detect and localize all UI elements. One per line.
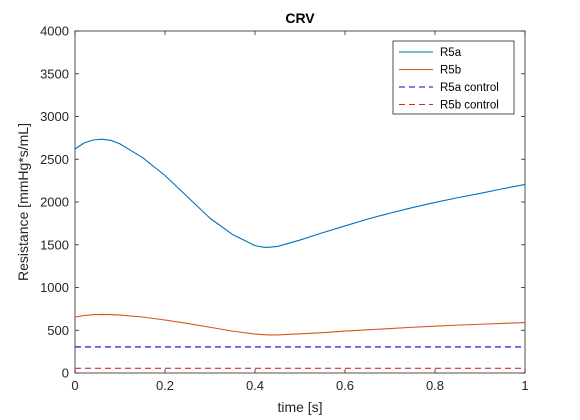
x-tick-label: 0.2 (156, 378, 174, 393)
y-tick-label: 1500 (40, 237, 69, 252)
y-tick-label: 2000 (40, 195, 69, 210)
y-axis-label: Resistance [mmHg*s/mL] (15, 123, 31, 281)
legend-entry-label: R5b control (440, 100, 499, 112)
legend-entry-label: R5a (440, 47, 462, 59)
y-tick-label: 3000 (40, 109, 69, 124)
x-tick-label: 1 (521, 378, 528, 393)
x-axis-label: time [s] (277, 399, 322, 415)
legend: R5a R5b R5a control R5b control (393, 41, 514, 114)
y-tick-label: 500 (47, 323, 69, 338)
x-tick-label: 0.8 (426, 378, 444, 393)
y-tick-label: 1000 (40, 280, 69, 295)
legend-entry-label: R5b (440, 65, 461, 77)
y-tick-label: 3500 (40, 66, 69, 81)
y-tick-label: 4000 (40, 24, 69, 39)
y-tick-label: 2500 (40, 152, 69, 167)
x-tick-label: 0.4 (246, 378, 264, 393)
y-tick-label: 0 (62, 366, 69, 381)
chart-title: CRV (285, 10, 315, 26)
x-tick-label: 0 (71, 378, 78, 393)
legend-entry-label: R5a control (440, 82, 499, 94)
x-tick-label: 0.6 (336, 378, 354, 393)
